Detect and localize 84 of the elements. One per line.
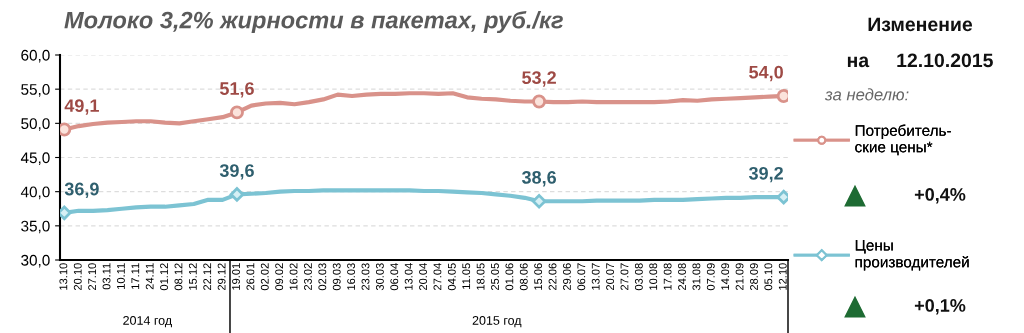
x-tick-label: 27.10	[88, 263, 97, 291]
x-tick-label: 30.03	[375, 263, 384, 291]
x-tick-label: 29.06	[562, 263, 571, 291]
data-label: 51,6	[219, 82, 254, 98]
legend-label: Потребитель- ские цены*	[855, 124, 951, 156]
x-tick-label: 13.10	[59, 263, 68, 290]
point	[60, 205, 72, 221]
x-tick-label: 15.06	[534, 263, 543, 290]
x-tick-label: 11.05	[462, 263, 471, 289]
data-label: 54,0	[749, 65, 783, 82]
text: за неделю:	[824, 88, 909, 101]
x-tick-label: 06.04	[390, 263, 399, 291]
y-tick-label: 35,0	[21, 220, 50, 234]
data-label: 39,6	[219, 164, 254, 180]
y-tick-label: 60,0	[21, 49, 50, 63]
x-tick-label: 16.02	[289, 263, 298, 290]
data-label: 39,2	[748, 166, 783, 183]
x-tick-label: 23.02	[304, 263, 312, 291]
y-tick-label: 55,0	[21, 84, 50, 97]
y-tick-label: 50,0	[21, 118, 50, 131]
legend-label: Цены производителей	[855, 240, 969, 271]
x-tick-label: 08.06	[519, 263, 528, 291]
x-tick-label: 29.12	[217, 263, 226, 291]
x-tick-label: 16.03	[347, 263, 356, 290]
x-tick-label: 05.10	[764, 263, 773, 291]
x-tick-label: 08.12	[174, 263, 183, 291]
x-tick-label: 19.01	[232, 263, 240, 290]
x-tick-label: 24.11	[145, 263, 154, 290]
x-tick-label: 10.11	[116, 263, 125, 289]
chart-title: Молоко 3,2% жирности в пакетах, руб./кг	[64, 10, 563, 34]
text: +0,4%	[914, 188, 966, 204]
x-tick-label: 20.07	[606, 263, 615, 291]
x-tick-label: 03.08	[634, 263, 643, 291]
x-tick-label: 28.09	[750, 263, 758, 291]
x-tick-label: 15.12	[188, 263, 197, 290]
point	[776, 89, 788, 103]
x-tick-label: 10.08	[649, 263, 658, 290]
x-tick-label: 14.09	[721, 263, 730, 290]
x-tick-label: 21.09	[735, 263, 744, 291]
x-tick-label: 04.05	[447, 263, 456, 291]
text: 2014 год	[123, 316, 172, 328]
point	[532, 94, 547, 109]
data-label: 49,1	[64, 99, 99, 115]
x-tick-label: 25.05	[491, 263, 499, 291]
x-tick-label: 13.07	[591, 263, 600, 290]
text: 2015 год	[472, 316, 522, 328]
text: Изменение	[868, 17, 973, 32]
x-tick-label: 27.04	[433, 263, 442, 291]
y-tick-label: 40,0	[20, 186, 50, 200]
x-tick-label: 12.10	[778, 263, 787, 290]
point	[776, 189, 788, 205]
x-tick-label: 02.03	[318, 263, 327, 291]
data-label: 36,9	[64, 182, 99, 199]
x-tick-label: 26.01	[246, 263, 255, 291]
x-tick-label: 31.08	[692, 263, 701, 291]
point	[230, 105, 244, 120]
x-tick-label: 20.10	[73, 263, 82, 291]
x-tick-label: 09.02	[275, 263, 284, 291]
x-tick-label: 27.07	[620, 263, 629, 291]
x-tick-label: 03.11	[102, 263, 111, 290]
x-tick-label: 07.09	[706, 263, 715, 291]
point	[531, 193, 547, 209]
point	[229, 187, 245, 202]
x-tick-label: 18.05	[476, 263, 485, 290]
x-tick-label: 02.02	[260, 263, 269, 291]
data-label: 53,2	[522, 71, 556, 87]
x-tick-label: 13.04	[404, 263, 413, 290]
x-tick-label: 09.03	[332, 263, 341, 291]
x-tick-label: 06.07	[577, 263, 586, 291]
y-tick-label: 30,0	[21, 254, 50, 268]
x-tick-label: 20.04	[419, 263, 427, 291]
text: на 12.10.2015	[847, 53, 993, 68]
x-tick-label: 22.12	[203, 263, 212, 291]
data-label: 38,6	[521, 170, 557, 187]
text: +0,1%	[914, 299, 966, 315]
x-tick-label: 22.06	[548, 263, 557, 291]
x-tick-label: 01.12	[160, 263, 169, 291]
x-tick-label: 23.03	[361, 263, 370, 291]
x-tick-label: 01.06	[505, 263, 514, 291]
y-tick-label: 45,0	[20, 152, 50, 165]
x-tick-label: 24.08	[678, 263, 686, 291]
x-tick-label: 17.11	[131, 263, 140, 289]
point	[60, 122, 72, 137]
x-tick-label: 17.08	[663, 263, 672, 290]
